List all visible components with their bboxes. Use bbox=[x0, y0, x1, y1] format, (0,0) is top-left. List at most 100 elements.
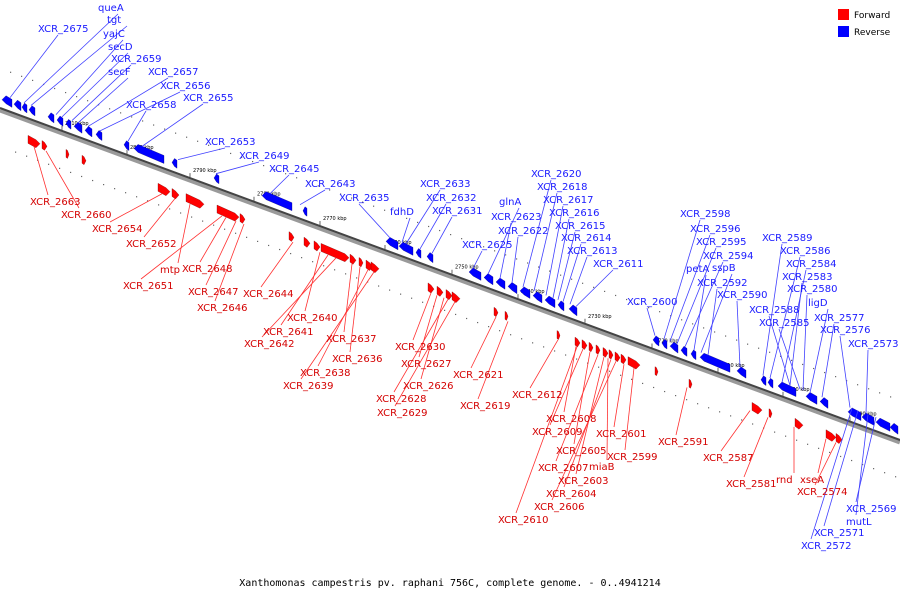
reverse-gene-label: XCR_2573 bbox=[848, 339, 899, 350]
guide-dot bbox=[213, 224, 215, 226]
reverse-gene-label: XCR_2600 bbox=[627, 297, 678, 308]
guide-dot bbox=[840, 455, 842, 458]
reverse-gene-label: XCR_2596 bbox=[690, 224, 741, 235]
forward-label-leader bbox=[814, 442, 837, 486]
forward-gene-arrow bbox=[825, 429, 837, 442]
forward-label-leader bbox=[613, 364, 625, 428]
forward-gene-label: XCR_2646 bbox=[197, 303, 248, 314]
reverse-label-leader bbox=[839, 335, 851, 408]
guide-dot bbox=[560, 274, 562, 276]
reverse-gene-label: XCR_2594 bbox=[703, 251, 754, 262]
reverse-gene-label: petA bbox=[686, 264, 709, 275]
reverse-label-leader bbox=[522, 179, 552, 288]
reverse-label-leader bbox=[700, 273, 733, 353]
guide-dot bbox=[109, 108, 111, 110]
guide-dot bbox=[466, 317, 468, 320]
forward-label-leader bbox=[394, 301, 456, 407]
guide-dot bbox=[747, 343, 749, 345]
reverse-label-leader bbox=[30, 25, 128, 106]
guide-dot bbox=[571, 278, 573, 280]
guide-dot bbox=[796, 439, 798, 441]
guide-dot bbox=[576, 358, 578, 360]
reverse-label-leader bbox=[23, 13, 119, 104]
guide-dot bbox=[472, 242, 474, 244]
guide-dot bbox=[543, 346, 545, 348]
guide-dot bbox=[131, 116, 133, 118]
reverse-gene-arrow bbox=[760, 375, 767, 386]
reverse-label-leader bbox=[545, 205, 564, 296]
guide-dot bbox=[648, 307, 650, 309]
guide-dot bbox=[620, 374, 622, 376]
reverse-label-leader bbox=[707, 288, 718, 356]
forward-gene-label: XCR_2581 bbox=[726, 479, 777, 490]
guide-dot bbox=[373, 205, 375, 207]
forward-gene-arrow bbox=[427, 282, 435, 294]
forward-gene-arrow bbox=[157, 183, 171, 196]
reverse-gene-label: sspB bbox=[712, 263, 736, 274]
forward-gene-arrow bbox=[445, 289, 453, 300]
forward-label-leader bbox=[177, 204, 191, 264]
guide-dot bbox=[741, 419, 743, 421]
reverse-gene-label: mutL bbox=[846, 517, 872, 528]
reverse-label-leader bbox=[405, 189, 441, 244]
reverse-gene-arrow bbox=[875, 417, 891, 432]
reverse-gene-label: XCR_2580 bbox=[787, 284, 838, 295]
forward-gene-arrow bbox=[504, 310, 509, 321]
guide-dot bbox=[879, 392, 881, 394]
reverse-gene-label: XCR_2645 bbox=[269, 164, 320, 175]
guide-dot bbox=[120, 112, 122, 114]
guide-dot bbox=[835, 376, 837, 378]
reverse-gene-label: XCR_2595 bbox=[696, 237, 747, 248]
guide-dot bbox=[593, 286, 595, 288]
forward-gene-label: XCR_2601 bbox=[596, 429, 647, 440]
reverse-gene-label: XCR_2631 bbox=[432, 206, 483, 217]
forward-gene-label: XCR_2637 bbox=[326, 334, 377, 345]
forward-label-leader bbox=[549, 348, 584, 426]
guide-dot bbox=[153, 124, 155, 126]
guide-dot bbox=[26, 155, 28, 157]
guide-dot bbox=[521, 338, 523, 340]
reverse-label-leader bbox=[87, 77, 169, 127]
reverse-gene-label: XCR_2585 bbox=[759, 318, 810, 329]
scale-tick-label: 2710 kbp bbox=[721, 363, 745, 369]
reverse-label-leader bbox=[802, 294, 808, 391]
reverse-label-leader bbox=[9, 34, 59, 98]
guide-dot bbox=[692, 323, 694, 325]
forward-label-leader bbox=[280, 254, 329, 326]
reverse-gene-arrow bbox=[652, 335, 660, 347]
guide-dot bbox=[857, 384, 859, 386]
forward-label-leader bbox=[412, 292, 432, 341]
guide-dot bbox=[510, 334, 512, 336]
scale-tick-label: 2760 kbp bbox=[388, 240, 412, 246]
forward-gene-arrow bbox=[27, 135, 41, 148]
guide-dot bbox=[818, 447, 820, 449]
reverse-gene-arrow bbox=[736, 366, 747, 379]
forward-gene-arrow bbox=[349, 253, 357, 265]
reverse-label-leader bbox=[55, 39, 124, 115]
guide-dot bbox=[268, 244, 270, 247]
guide-dot bbox=[736, 339, 738, 341]
forward-gene-arrow bbox=[835, 433, 843, 444]
forward-gene-arrow bbox=[185, 193, 205, 209]
reverse-gene-label: XCR_2576 bbox=[820, 325, 871, 336]
guide-dot bbox=[653, 386, 655, 389]
guide-dot bbox=[334, 269, 336, 271]
forward-gene-arrow bbox=[358, 257, 364, 268]
reverse-label-leader bbox=[823, 410, 859, 527]
reverse-gene-label: secF bbox=[108, 67, 131, 78]
reverse-gene-label: XCR_2617 bbox=[543, 195, 594, 206]
map-caption: Xanthomonas campestris pv. raphani 756C,… bbox=[239, 578, 661, 589]
forward-label-leader bbox=[529, 339, 559, 389]
reverse-gene-label: XCR_2611 bbox=[593, 259, 644, 270]
forward-gene-arrow bbox=[688, 378, 693, 389]
forward-gene-arrow bbox=[620, 353, 627, 365]
reverse-gene-label: XCR_2577 bbox=[814, 313, 865, 324]
forward-label-leader bbox=[817, 438, 827, 474]
reverse-gene-label: XCR_2643 bbox=[305, 179, 356, 190]
guide-dot bbox=[807, 443, 809, 445]
forward-gene-label: XCR_2663 bbox=[30, 197, 81, 208]
reverse-gene-arrow bbox=[767, 378, 774, 389]
guide-dot bbox=[235, 232, 237, 234]
guide-dot bbox=[164, 128, 166, 130]
